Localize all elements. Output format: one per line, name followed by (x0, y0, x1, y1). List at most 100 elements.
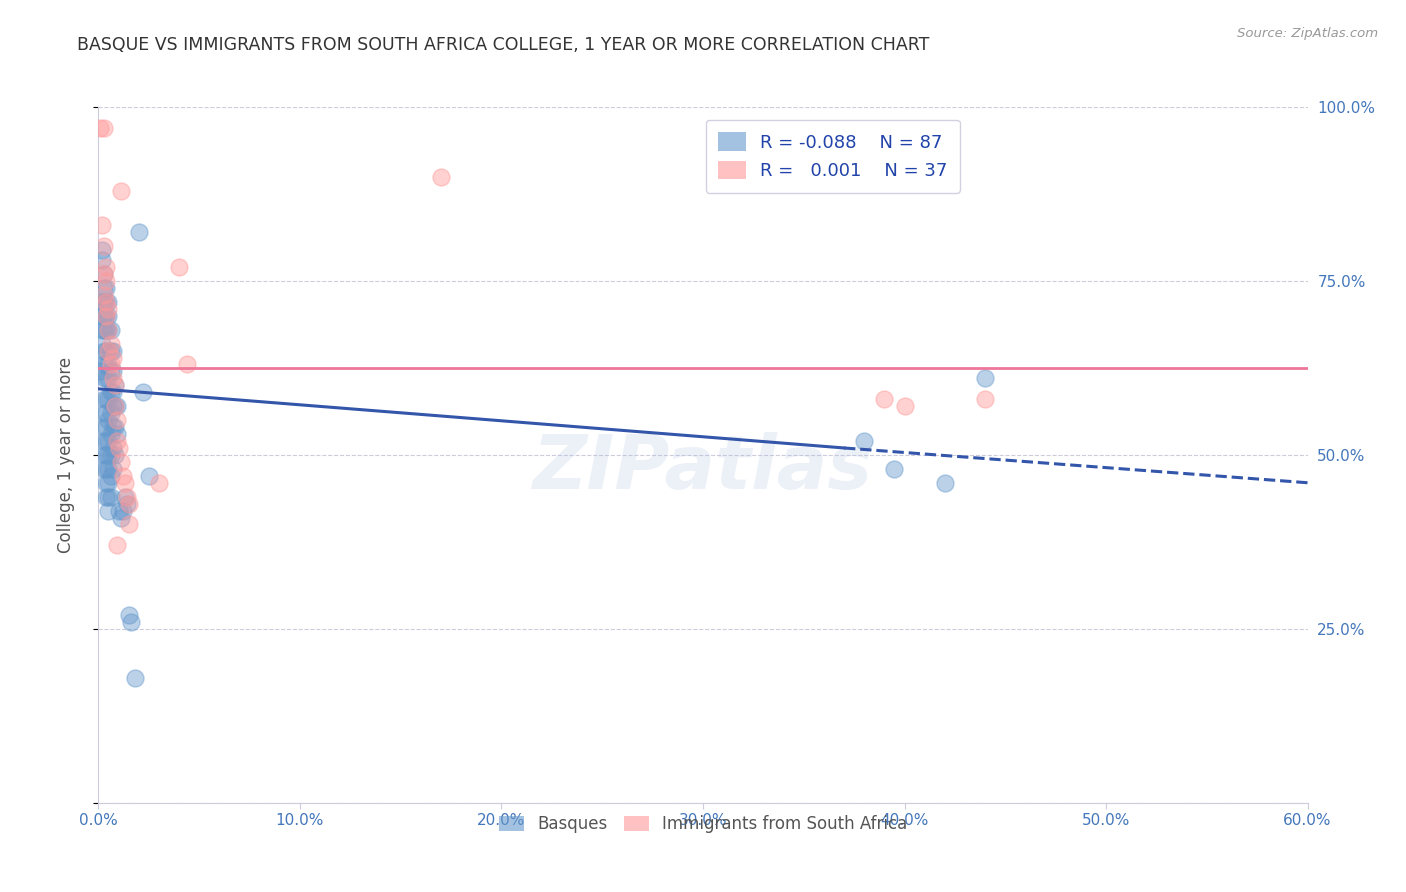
Point (93, 448, 115, 462)
Text: ZIPatlas: ZIPatlas (533, 433, 873, 506)
Point (115, 490, 138, 504)
Point (93, 281, 115, 295)
Point (114, 475, 136, 490)
Point (148, 475, 170, 490)
Point (93, 434, 115, 448)
Point (89, 120, 111, 135)
Point (103, 420, 125, 434)
Point (934, 475, 956, 490)
Point (96, 475, 118, 490)
Point (101, 351, 124, 365)
Point (97, 301, 120, 316)
Point (100, 385, 122, 400)
Point (96, 274, 118, 288)
Point (97, 358, 120, 372)
Point (96, 323, 118, 337)
Point (105, 413, 128, 427)
Y-axis label: College, 1 year or more: College, 1 year or more (56, 357, 75, 553)
Point (96, 294, 118, 309)
Point (105, 538, 128, 552)
Point (89, 364, 111, 378)
Point (97, 503, 120, 517)
Text: Source: ZipAtlas.com: Source: ZipAtlas.com (1237, 27, 1378, 40)
Point (111, 468, 134, 483)
Point (93, 323, 115, 337)
Point (101, 385, 124, 400)
Point (111, 503, 134, 517)
Point (132, 385, 155, 400)
Point (97, 462, 120, 476)
Point (100, 448, 122, 462)
Point (96, 281, 118, 295)
Point (96, 294, 118, 309)
Point (107, 503, 129, 517)
Point (893, 399, 915, 413)
Point (100, 490, 122, 504)
Point (430, 169, 453, 184)
Point (96, 420, 118, 434)
Point (96, 260, 118, 274)
Point (93, 371, 115, 385)
Point (118, 517, 141, 532)
Point (96, 448, 118, 462)
Point (93, 267, 115, 281)
Point (101, 420, 124, 434)
Point (93, 239, 115, 253)
Point (138, 468, 160, 483)
Point (93, 406, 115, 420)
Point (93, 343, 115, 358)
Point (97, 343, 120, 358)
Point (97, 475, 120, 490)
Point (118, 497, 141, 511)
Point (103, 378, 125, 392)
Point (97, 413, 120, 427)
Point (97, 448, 120, 462)
Point (110, 455, 132, 469)
Point (100, 343, 122, 358)
Point (91, 294, 114, 309)
Point (167, 260, 190, 274)
Point (110, 184, 132, 198)
Point (124, 671, 146, 685)
Point (110, 510, 132, 524)
Point (105, 427, 128, 442)
Point (96, 309, 118, 323)
Point (96, 392, 118, 407)
Point (105, 434, 128, 448)
Point (97, 323, 120, 337)
Point (97, 371, 120, 385)
Point (97, 294, 120, 309)
Legend: Basques, Immigrants from South Africa: Basques, Immigrants from South Africa (492, 808, 914, 839)
Point (91, 253, 114, 268)
Point (118, 607, 141, 622)
Point (101, 441, 124, 455)
Point (115, 497, 138, 511)
Point (91, 219, 114, 233)
Point (883, 462, 905, 476)
Point (101, 462, 124, 476)
Point (96, 490, 118, 504)
Point (120, 615, 142, 629)
Point (103, 378, 125, 392)
Point (97, 309, 120, 323)
Point (100, 427, 122, 442)
Point (974, 371, 997, 385)
Point (93, 267, 115, 281)
Point (93, 392, 115, 407)
Point (101, 364, 124, 378)
Point (91, 243, 114, 257)
Point (128, 225, 150, 239)
Point (103, 448, 125, 462)
Point (100, 406, 122, 420)
Point (97, 490, 120, 504)
Point (96, 343, 118, 358)
Point (101, 343, 124, 358)
Point (103, 399, 125, 413)
Point (96, 406, 118, 420)
Point (100, 364, 122, 378)
Point (93, 120, 115, 135)
Point (101, 371, 124, 385)
Point (974, 392, 997, 407)
Point (97, 323, 120, 337)
Point (93, 309, 115, 323)
